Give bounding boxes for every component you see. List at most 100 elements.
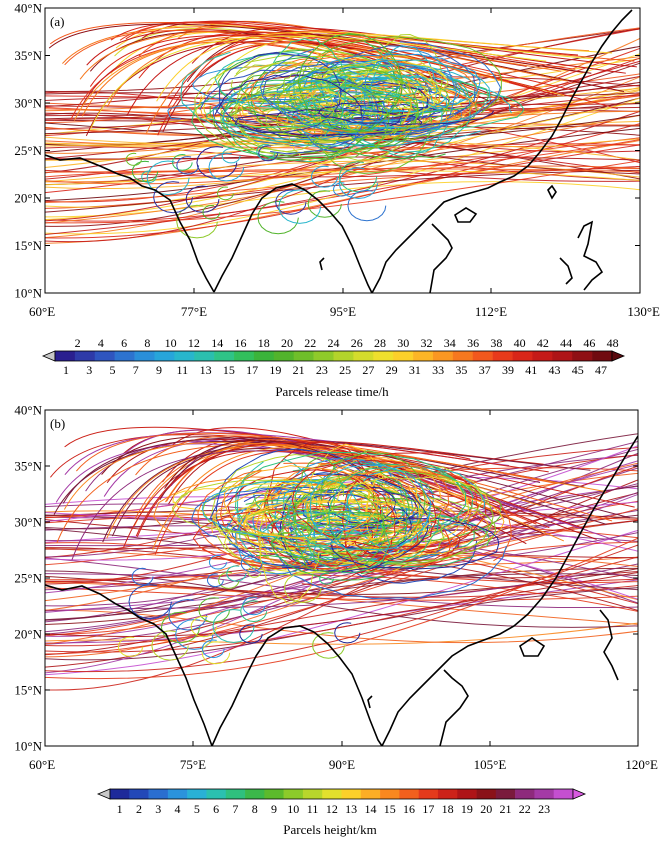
colorbar-top-label: 2 bbox=[75, 336, 81, 350]
trajectory-line bbox=[196, 146, 238, 180]
colorbar-top-label: 12 bbox=[188, 336, 200, 350]
colorbar-a: 2 4 6 8 10 12 14 16 18 20 22 24 26 28 30 32 34 36 38 40 42 44… bbox=[41, 336, 626, 377]
colorbar-swatch bbox=[234, 351, 255, 361]
trajectory-line bbox=[45, 60, 640, 222]
colorbar-bottom-label: 45 bbox=[572, 363, 584, 377]
trajectory-line bbox=[319, 66, 391, 135]
trajectory-line bbox=[321, 480, 502, 544]
trajectory-line bbox=[191, 487, 355, 538]
colorbar-label: 17 bbox=[422, 802, 434, 816]
colorbar-top-label: 18 bbox=[258, 336, 270, 350]
trajectory-line bbox=[214, 74, 364, 120]
colorbar-swatch bbox=[534, 789, 555, 799]
trajectory-line bbox=[75, 432, 557, 484]
colorbar-swatch bbox=[393, 351, 414, 361]
colorbar-swatch bbox=[253, 351, 275, 361]
trajectory-line bbox=[310, 165, 339, 188]
trajectory-line bbox=[151, 630, 189, 661]
trajectory-line bbox=[171, 153, 193, 171]
colorbar-label: 6 bbox=[213, 802, 219, 816]
trajectory-line bbox=[214, 51, 346, 110]
lat-label: 15°N bbox=[14, 683, 42, 698]
trajectory-line bbox=[330, 517, 500, 570]
lat-label: 40°N bbox=[14, 1, 42, 16]
colorbar-top-label: 38 bbox=[490, 336, 502, 350]
trajectory-line bbox=[276, 63, 453, 112]
colorbar-label: 9 bbox=[271, 802, 277, 816]
panel-label-b: (b) bbox=[50, 416, 65, 431]
lat-label: 30°N bbox=[14, 96, 42, 111]
colorbar-label: 7 bbox=[232, 802, 238, 816]
trajectory-line bbox=[198, 597, 230, 623]
trajectory-line bbox=[242, 596, 266, 616]
colorbar-label: 3 bbox=[155, 802, 161, 816]
colorbar-swatch bbox=[418, 789, 439, 799]
trajectory-line bbox=[125, 152, 142, 166]
trajectory-line bbox=[45, 144, 640, 222]
trajectory-line bbox=[154, 450, 537, 555]
trajectory-line bbox=[239, 624, 263, 644]
trajectory-line bbox=[216, 186, 234, 201]
trajectory-line bbox=[45, 581, 638, 625]
trajectory-line bbox=[45, 571, 638, 637]
colorbar-bottom-label: 47 bbox=[595, 363, 607, 377]
colorbar-bottom-label: 33 bbox=[432, 363, 444, 377]
colorbar-swatch bbox=[457, 789, 477, 799]
trajectory-line bbox=[45, 156, 640, 161]
trajectory-line bbox=[301, 469, 396, 586]
trajectory-line bbox=[320, 45, 476, 130]
colorbar-swatch bbox=[187, 789, 207, 799]
trajectory-line bbox=[45, 556, 638, 653]
trajectory-line bbox=[226, 107, 313, 133]
colorbar-top-label: 42 bbox=[537, 336, 549, 350]
trajectory-line bbox=[234, 502, 318, 575]
trajectory-layer-b bbox=[45, 426, 638, 691]
trajectory-line bbox=[257, 200, 299, 235]
trajectory-line bbox=[279, 495, 321, 566]
colorbar-label: 13 bbox=[345, 802, 357, 816]
colorbar-top-label: 16 bbox=[234, 336, 246, 350]
trajectory-line bbox=[45, 580, 638, 598]
colorbar-label: 22 bbox=[519, 802, 531, 816]
trajectory-line bbox=[281, 488, 386, 573]
trajectory-line bbox=[191, 27, 637, 68]
colorbar-label: 8 bbox=[252, 802, 258, 816]
colorbar-bottom-label: 1 bbox=[63, 363, 69, 377]
trajectory-line bbox=[141, 170, 157, 184]
colorbar-top-label: 6 bbox=[121, 336, 127, 350]
trajectory-line bbox=[201, 639, 225, 659]
trajectory-line bbox=[192, 34, 594, 117]
colorbar-bottom-label: 5 bbox=[110, 363, 116, 377]
colorbar-swatch bbox=[283, 789, 304, 799]
trajectory-line bbox=[281, 473, 429, 573]
colorbar-swatch bbox=[512, 351, 533, 361]
colorbar-top-label: 44 bbox=[560, 336, 572, 350]
colorbar-swatch bbox=[273, 351, 295, 361]
colorbar-label: 4 bbox=[175, 802, 181, 816]
trajectory-line bbox=[221, 147, 241, 164]
trajectory-line bbox=[45, 537, 638, 680]
colorbar-b: 1 2 3 4 5 6 7 8 9 10 11 12 13 14 15 16 17 18 19 20 21 22 23 bbox=[96, 788, 587, 816]
lon-label: 60°E bbox=[29, 757, 55, 772]
trajectory-line bbox=[45, 169, 640, 213]
trajectory-line bbox=[211, 492, 330, 533]
trajectory-line bbox=[45, 92, 640, 99]
trajectory-line bbox=[338, 167, 379, 200]
colorbar-swatch bbox=[380, 789, 400, 799]
colorbar-swatch bbox=[302, 789, 323, 799]
colorbar-swatch bbox=[214, 351, 235, 361]
colorbar-top-label: 46 bbox=[583, 336, 595, 350]
lon-label: 75°E bbox=[180, 757, 206, 772]
trajectory-line bbox=[45, 554, 638, 602]
trajectory-line bbox=[206, 104, 335, 129]
trajectory-line bbox=[45, 143, 640, 194]
trajectory-line bbox=[45, 563, 638, 612]
colorbar-swatch bbox=[353, 351, 374, 361]
trajectory-line bbox=[304, 493, 352, 531]
trajectory-line bbox=[299, 36, 502, 119]
colorbar-swatch bbox=[413, 351, 434, 361]
trajectory-line bbox=[267, 512, 364, 548]
colorbar-swatch bbox=[225, 789, 246, 799]
trajectory-line bbox=[45, 117, 640, 180]
trajectory-line bbox=[312, 69, 433, 175]
